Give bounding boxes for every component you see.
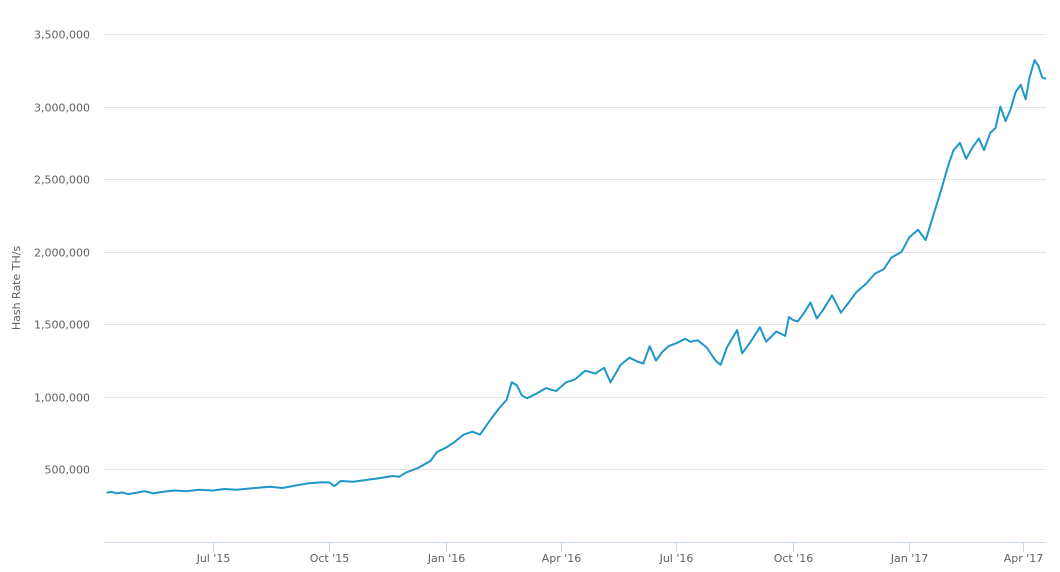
x-tick-label: Jan '17 xyxy=(890,552,928,565)
hash-rate-series-line xyxy=(106,59,1047,496)
y-tick-label: 2,000,000 xyxy=(34,247,90,260)
y-tick-label: 3,000,000 xyxy=(34,102,90,115)
x-tick-label: Jul '16 xyxy=(659,552,694,565)
y-gridlines xyxy=(104,34,1046,470)
y-tick-label: 1,000,000 xyxy=(34,392,90,405)
x-axis-ticks: Jul '15 Oct '15 Jan '16 Apr '16 Jul '16 Oct '… xyxy=(196,542,1044,565)
x-tick-label: Jan '16 xyxy=(427,552,465,565)
y-tick-label: 1,500,000 xyxy=(34,319,90,332)
x-tick-label: Apr '16 xyxy=(542,552,582,565)
y-axis-title: Hash Rate TH/s xyxy=(10,246,23,331)
x-tick-label: Apr '17 xyxy=(1004,552,1044,565)
y-axis-tick-labels: 500,000 1,000,000 1,500,000 2,000,000 2,500,… xyxy=(34,29,90,477)
x-tick-label: Jul '15 xyxy=(196,552,231,565)
x-tick-label: Oct '15 xyxy=(310,552,350,565)
series-group xyxy=(106,59,1047,496)
x-tick-label: Oct '16 xyxy=(774,552,814,565)
y-tick-label: 2,500,000 xyxy=(34,174,90,187)
y-tick-label: 3,500,000 xyxy=(34,29,90,42)
y-tick-label: 500,000 xyxy=(45,464,91,477)
